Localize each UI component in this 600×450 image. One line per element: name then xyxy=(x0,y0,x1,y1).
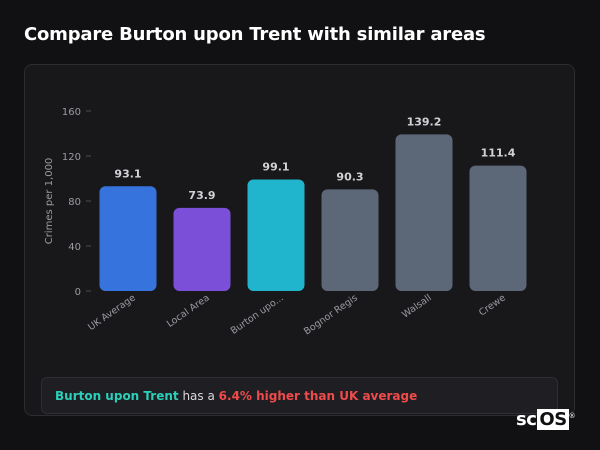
bar-value-label: 90.3 xyxy=(336,170,363,183)
x-tick-label: Bognor Regis xyxy=(302,292,360,337)
y-tick-label: 40 xyxy=(68,242,81,253)
summary-place: Burton upon Trent xyxy=(55,389,179,403)
y-axis-label: Crimes per 1,000 xyxy=(44,158,55,245)
y-tick-label: 0 xyxy=(75,287,81,298)
bar-chart: Crimes per 1,000 0 40 80 120 160 93.1 UK Averag… xyxy=(44,107,527,337)
chart-card: Crimes per 1,000 0 40 80 120 160 93.1 UK Averag… xyxy=(24,64,575,416)
bar-value-label: 99.1 xyxy=(262,161,289,174)
page-title: Compare Burton upon Trent with similar a… xyxy=(24,24,486,45)
bar xyxy=(173,207,231,291)
bar-value-label: 93.1 xyxy=(114,167,141,180)
x-tick-label: Walsall xyxy=(400,292,434,320)
x-tick-label: UK Average xyxy=(86,292,138,333)
bar xyxy=(469,165,527,291)
x-tick-label: Local Area xyxy=(165,292,212,329)
summary-difference: 6.4% higher than UK average xyxy=(218,389,418,403)
x-tick-label: Crewe xyxy=(477,292,508,318)
y-tick-label: 120 xyxy=(62,152,81,163)
scos-logo: sc OS ® xyxy=(516,409,576,430)
bar-value-label: 111.4 xyxy=(481,147,516,160)
summary-banner: Burton upon Trent has a 6.4% higher than… xyxy=(41,377,558,414)
summary-text: has a xyxy=(182,389,215,403)
bar xyxy=(99,186,157,291)
bar xyxy=(321,189,379,291)
y-tick-label: 160 xyxy=(62,107,81,118)
bar xyxy=(247,179,305,291)
bar xyxy=(395,134,453,291)
y-tick-label: 80 xyxy=(68,197,81,208)
bar-value-label: 73.9 xyxy=(188,189,215,202)
x-tick-label: Burton upo... xyxy=(229,292,286,336)
bar-value-label: 139.2 xyxy=(407,115,442,128)
